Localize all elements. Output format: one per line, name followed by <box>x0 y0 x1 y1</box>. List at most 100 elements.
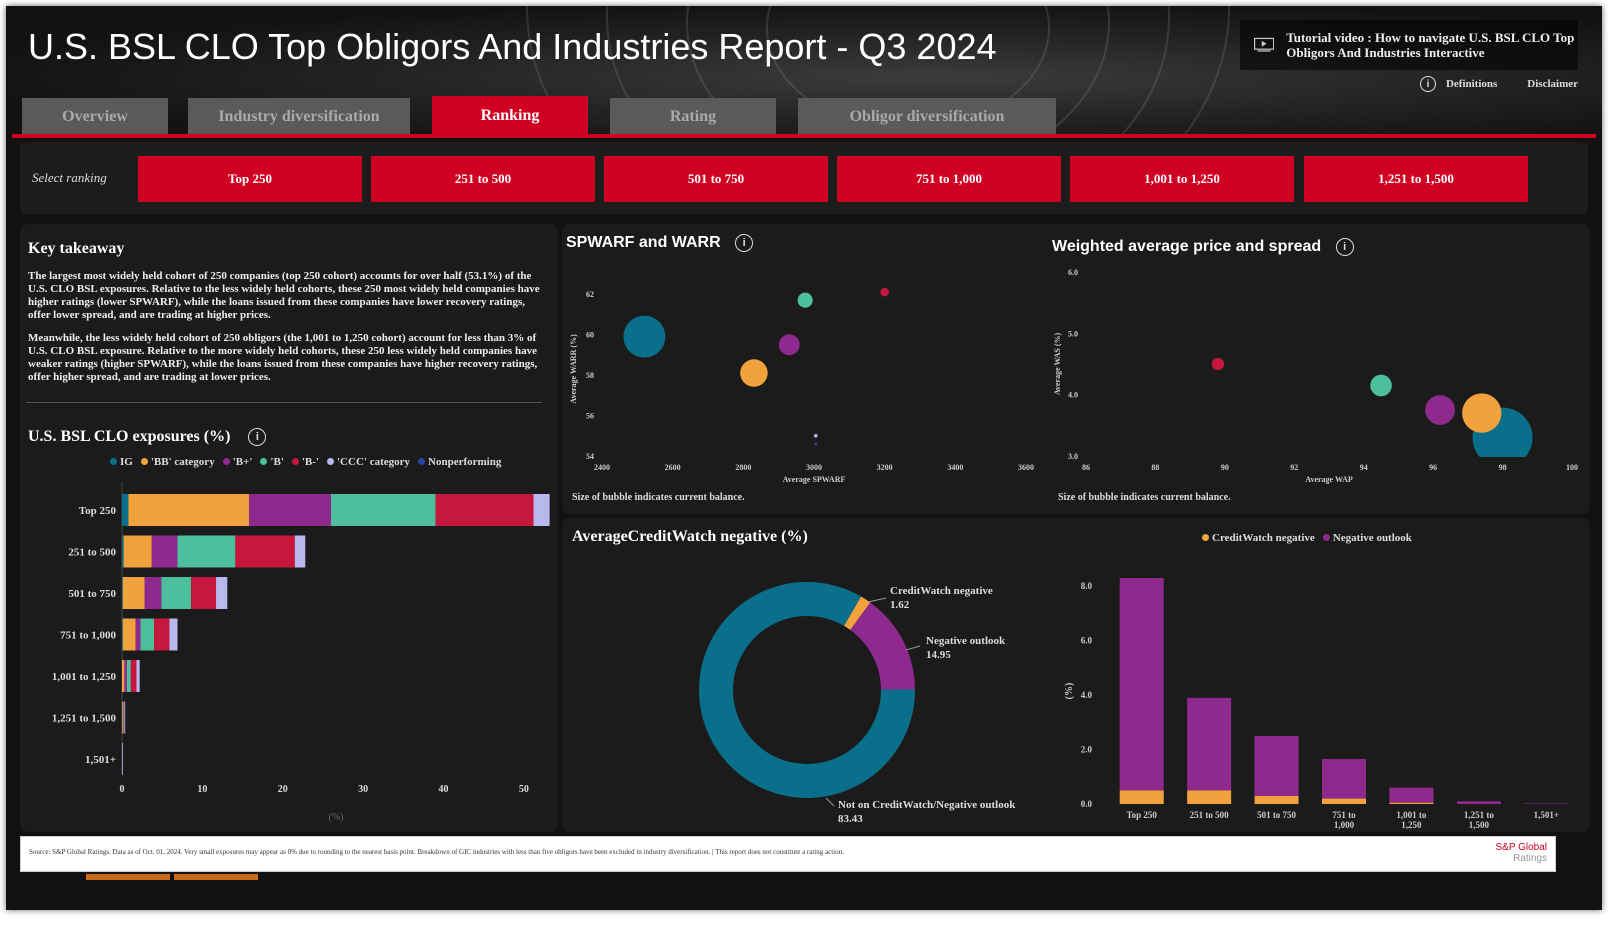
tab-rating[interactable]: Rating <box>610 98 776 136</box>
bar-segment <box>161 577 192 609</box>
x-tick-label: 3600 <box>1018 463 1034 472</box>
bar-segment <box>191 577 217 609</box>
bar-segment <box>169 618 178 651</box>
info-icon[interactable]: i <box>1419 76 1436 92</box>
bar-segment <box>1119 790 1164 804</box>
bubble-point[interactable] <box>740 359 768 387</box>
ranking-button-1251-1500[interactable]: 1,251 to 1,500 <box>1304 156 1528 202</box>
header-banner: U.S. BSL CLO Top Obligors And Industries… <box>6 6 1602 136</box>
category-label: 1,251 to 1,500 <box>52 713 117 725</box>
page-tab[interactable] <box>174 874 258 880</box>
y-tick-label: 60 <box>586 331 594 340</box>
sp-global-logo: S&P Global Ratings <box>1495 842 1547 864</box>
tutorial-video-link[interactable]: Tutorial video : How to navigate U.S. BS… <box>1240 20 1578 70</box>
donut-label-cw-name: CreditWatch negative <box>890 585 993 597</box>
x-tick-label: 0 <box>120 784 125 795</box>
ranking-select-label: Select ranking <box>32 170 107 185</box>
definitions-link[interactable]: Definitions <box>1445 78 1498 90</box>
legend-label: 'CCC' category <box>337 456 411 468</box>
bar-segment <box>126 660 131 692</box>
divider <box>26 402 542 403</box>
bar-segment <box>122 618 123 651</box>
ranking-button-top-250[interactable]: Top 250 <box>138 156 362 202</box>
x-axis-label: Average WAP <box>1305 475 1353 484</box>
category-label: 1,001 to <box>1396 810 1426 820</box>
legend-swatch-negative-outlook <box>1322 534 1330 541</box>
y-tick-label: 4.0 <box>1068 391 1078 400</box>
x-tick-label: 3000 <box>806 463 822 472</box>
wap-title-text: Weighted average price and spread <box>1052 238 1322 256</box>
legend-swatch-b <box>260 458 268 465</box>
bubble-point[interactable] <box>797 292 813 308</box>
tab-ranking[interactable]: Ranking <box>432 96 588 136</box>
disclaimer-link[interactable]: Disclaimer <box>1527 78 1578 90</box>
category-label: 501 to 750 <box>1257 810 1296 820</box>
bubble-point[interactable] <box>880 287 889 297</box>
creditwatch-legend: CreditWatch negative Negative outlook <box>1202 532 1412 544</box>
bubble-point[interactable] <box>1462 393 1502 433</box>
x-tick-label: 30 <box>358 784 368 795</box>
category-label: 1,501+ <box>85 754 116 766</box>
bubble-point[interactable] <box>778 334 800 356</box>
bar-segment <box>122 660 125 692</box>
bar-segment <box>1119 578 1164 791</box>
y-tick-label: 56 <box>586 412 594 421</box>
legend-item: 'CCC' category <box>327 456 410 468</box>
ranking-button-251-500[interactable]: 251 to 500 <box>371 156 595 202</box>
key-takeaway-title: Key takeaway <box>28 240 125 257</box>
bubble-layer <box>1211 357 1533 457</box>
ranking-button-1001-1250[interactable]: 1,001 to 1,250 <box>1070 156 1294 202</box>
bar-segment <box>144 577 162 609</box>
bubble-point[interactable] <box>1211 357 1225 371</box>
legend-item: IG <box>110 456 133 468</box>
info-icon[interactable]: i <box>248 428 267 447</box>
x-tick-label: 94 <box>1360 463 1368 472</box>
bubble-point[interactable] <box>813 433 818 438</box>
bubble-point[interactable] <box>814 442 818 446</box>
bar-segment <box>122 535 124 568</box>
donut-label-cw-value: 1.62 <box>890 599 910 611</box>
bar-segment <box>122 618 136 651</box>
bar-segment <box>533 494 550 526</box>
legend-label: 'B+' <box>232 456 253 468</box>
tab-obligor-diversification[interactable]: Obligor diversification <box>798 98 1056 136</box>
tab-industry-diversification[interactable]: Industry diversification <box>188 98 410 136</box>
play-video-icon <box>1254 37 1275 52</box>
legend-item: 'B' <box>260 456 284 468</box>
info-icon[interactable]: i <box>1335 238 1354 256</box>
bar-segment <box>130 660 137 692</box>
category-label: 1,251 to <box>1464 810 1494 820</box>
ranking-button-501-750[interactable]: 501 to 750 <box>604 156 828 202</box>
bar-segment <box>1254 795 1299 804</box>
key-takeaway-paragraph-2: Meanwhile, the less widely held cohort o… <box>28 332 538 383</box>
tab-overview[interactable]: Overview <box>22 98 168 136</box>
legend-label: 'B' <box>270 456 284 468</box>
category-label: 251 to 500 <box>1190 810 1229 820</box>
bar-segment <box>248 494 331 526</box>
creditwatch-donut-chart: CreditWatch negative 1.62 Negative outlook… <box>699 582 1016 825</box>
y-tick-label: 8.0 <box>1081 581 1093 591</box>
bubble-point[interactable] <box>623 315 666 358</box>
x-tick-label: 2400 <box>594 463 610 472</box>
legend-item: 'BB' category <box>140 456 215 468</box>
donut-slice <box>850 602 915 690</box>
info-icon[interactable]: i <box>735 234 754 252</box>
y-tick-label: 3.0 <box>1068 452 1078 461</box>
page-tab[interactable] <box>86 874 170 880</box>
bar-segment <box>1389 787 1434 803</box>
ranking-button-751-1000[interactable]: 751 to 1,000 <box>837 156 1061 202</box>
bubble-point[interactable] <box>1425 395 1455 425</box>
category-label: 751 to 1,000 <box>60 630 116 642</box>
bar-segment <box>330 494 436 526</box>
legend-swatch-ig <box>110 458 117 465</box>
key-takeaway-paragraph-1: The largest most widely held cohort of 2… <box>28 270 540 321</box>
wap-bubble-chart: 3.0 4.0 5.0 6.0 86 88 90 92 94 96 98 100 Average WAP… <box>1053 268 1578 484</box>
donut-label-no-value: 14.95 <box>926 649 951 661</box>
category-label: 1,250 <box>1401 820 1422 830</box>
bubble-point[interactable] <box>1370 374 1392 397</box>
y-tick-label: 2.0 <box>1081 745 1093 755</box>
bar-segment <box>151 535 178 568</box>
dashboard-frame: U.S. BSL CLO Top Obligors And Industries… <box>6 6 1602 910</box>
x-tick-label: 3400 <box>947 463 963 472</box>
exposures-legend: IG 'BB' category 'B+' 'B' 'B-' 'CCC' cat… <box>110 456 501 468</box>
